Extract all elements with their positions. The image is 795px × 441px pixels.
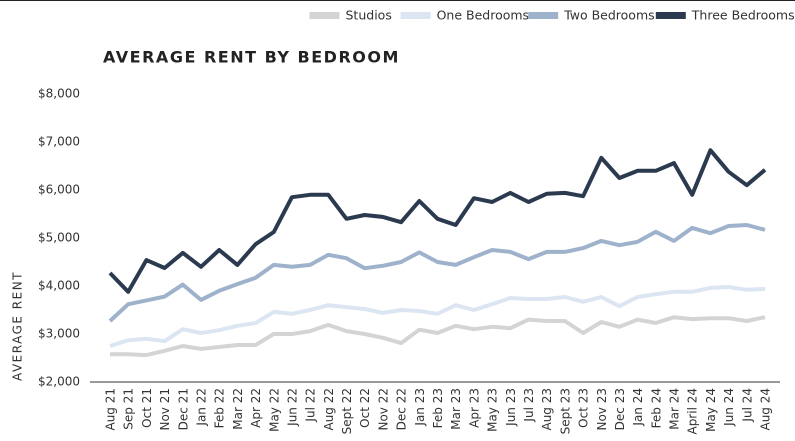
x-tick-label: Jun 24 — [722, 388, 736, 427]
x-tick-label: Nov 22 — [376, 388, 390, 431]
x-tick-label: Jul 23 — [522, 388, 536, 423]
x-tick-label: Oct 23 — [577, 388, 591, 428]
series-line — [108, 148, 767, 294]
x-tick-label: Jul 22 — [304, 388, 318, 423]
legend-label: One Bedrooms — [437, 8, 529, 23]
legend-label: Studios — [346, 8, 392, 23]
x-tick-label: Dec 23 — [613, 388, 627, 430]
x-tick-label: Nov 21 — [158, 388, 172, 431]
x-tick-label: Aug 23 — [540, 388, 554, 431]
y-tick-label: $6,000 — [38, 183, 80, 197]
x-tick-label: Jan 23 — [413, 388, 427, 427]
x-tick-label: Jun 22 — [285, 388, 299, 427]
y-tick-label: $8,000 — [38, 87, 80, 101]
legend-swatch — [655, 12, 686, 19]
x-tick-label: Sept 23 — [558, 388, 572, 434]
legend-label: Two Bedrooms — [563, 8, 654, 23]
x-tick-label: Jun 23 — [504, 388, 518, 427]
x-tick-label: Jul 24 — [740, 388, 754, 423]
x-tick-label: Mar 22 — [231, 388, 245, 430]
x-tick-label: Mar 23 — [449, 388, 463, 430]
x-tick-label: May 23 — [486, 388, 500, 432]
y-tick-label: $7,000 — [38, 135, 80, 149]
y-axis-title: AVERAGE RENT — [11, 271, 25, 381]
series-line — [109, 285, 766, 348]
x-tick-label: Nov 23 — [595, 388, 609, 431]
x-tick-label: Aug 22 — [322, 388, 336, 431]
y-tick-label: $4,000 — [38, 279, 80, 293]
chart-title: AVERAGE RENT BY BEDROOM — [103, 48, 400, 67]
legend-swatch — [309, 12, 340, 19]
legend-label: Three Bedrooms — [691, 8, 795, 23]
x-tick-label: April 24 — [686, 388, 700, 435]
x-tick-label: Aug 21 — [104, 388, 118, 431]
x-tick-label: Feb 22 — [213, 388, 227, 428]
legend-swatch — [400, 12, 431, 19]
x-tick-label: Jan 22 — [194, 388, 208, 427]
x-tick-label: Apr 23 — [467, 388, 481, 428]
y-tick-label: $5,000 — [38, 231, 80, 245]
x-tick-label: Oct 21 — [140, 388, 154, 428]
x-tick-label: Dec 21 — [176, 388, 190, 430]
series-line — [110, 315, 766, 358]
x-tick-label: Apr 22 — [249, 388, 263, 428]
x-tick-label: Feb 24 — [649, 388, 663, 428]
x-tick-label: May 22 — [267, 388, 281, 432]
x-tick-label: Feb 23 — [431, 388, 445, 428]
x-tick-label: Dec 22 — [395, 388, 409, 430]
legend-swatch — [528, 12, 559, 19]
y-tick-label: $3,000 — [38, 327, 80, 341]
x-tick-label: Jan 24 — [631, 388, 645, 427]
y-tick-label: $2,000 — [38, 375, 80, 389]
series-line — [108, 223, 766, 323]
x-tick-label: Sep 21 — [122, 388, 136, 430]
x-tick-label: May 24 — [704, 388, 718, 432]
x-tick-label: Aug 24 — [759, 388, 773, 431]
x-tick-label: Mar 24 — [668, 388, 682, 430]
x-tick-label: Oct 22 — [358, 388, 372, 428]
x-tick-label: Sept 22 — [340, 388, 354, 434]
